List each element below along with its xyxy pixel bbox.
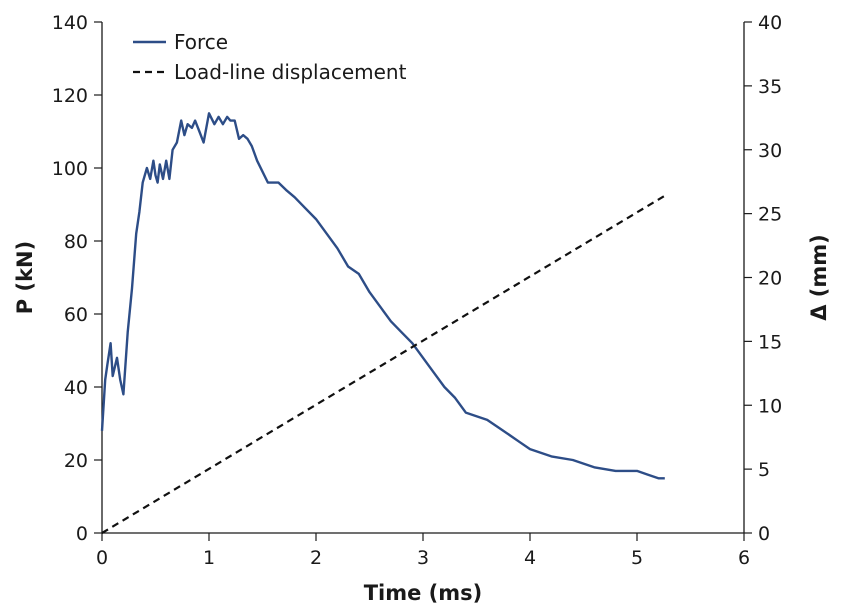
legend-label-force: Force [174,30,228,54]
right-y-axis-title: Δ (mm) [807,234,831,321]
x-tick-label: 1 [203,547,215,569]
legend-label-displacement: Load-line displacement [174,60,407,84]
x-tick-label: 6 [738,547,750,569]
x-tick-label: 0 [96,547,108,569]
left-y-tick-label: 140 [52,12,88,34]
x-tick-label: 5 [631,547,643,569]
legend: Force Load-line displacement [133,30,407,84]
x-axis-ticks: 0 1 2 3 4 5 6 [96,533,750,569]
right-y-tick-label: 5 [758,459,770,481]
x-tick-label: 2 [310,547,322,569]
left-y-tick-label: 60 [64,304,88,326]
x-axis-title: Time (ms) [364,581,483,605]
right-y-axis-ticks: 0 5 10 15 20 25 30 35 40 [744,12,782,545]
left-y-tick-label: 100 [52,158,88,180]
right-y-tick-label: 40 [758,12,782,34]
x-tick-label: 4 [524,547,536,569]
left-y-tick-label: 120 [52,85,88,107]
plot-frame [101,22,745,534]
left-y-tick-label: 40 [64,377,88,399]
series-line-displacement [101,194,666,534]
left-y-tick-label: 0 [76,523,88,545]
right-y-tick-label: 0 [758,523,770,545]
left-y-axis-ticks: 0 20 40 60 80 100 120 140 [52,12,102,545]
right-y-tick-label: 35 [758,76,782,98]
right-y-tick-label: 25 [758,204,782,226]
x-tick-label: 3 [417,547,429,569]
series-layer [100,112,666,534]
left-y-tick-label: 20 [64,450,88,472]
right-y-tick-label: 15 [758,331,782,353]
right-y-tick-label: 30 [758,140,782,162]
right-y-tick-label: 20 [758,268,782,290]
left-y-tick-label: 80 [64,231,88,253]
right-y-tick-label: 10 [758,395,782,417]
left-y-axis-title: P (kN) [13,241,37,314]
series-line-force [100,112,665,480]
